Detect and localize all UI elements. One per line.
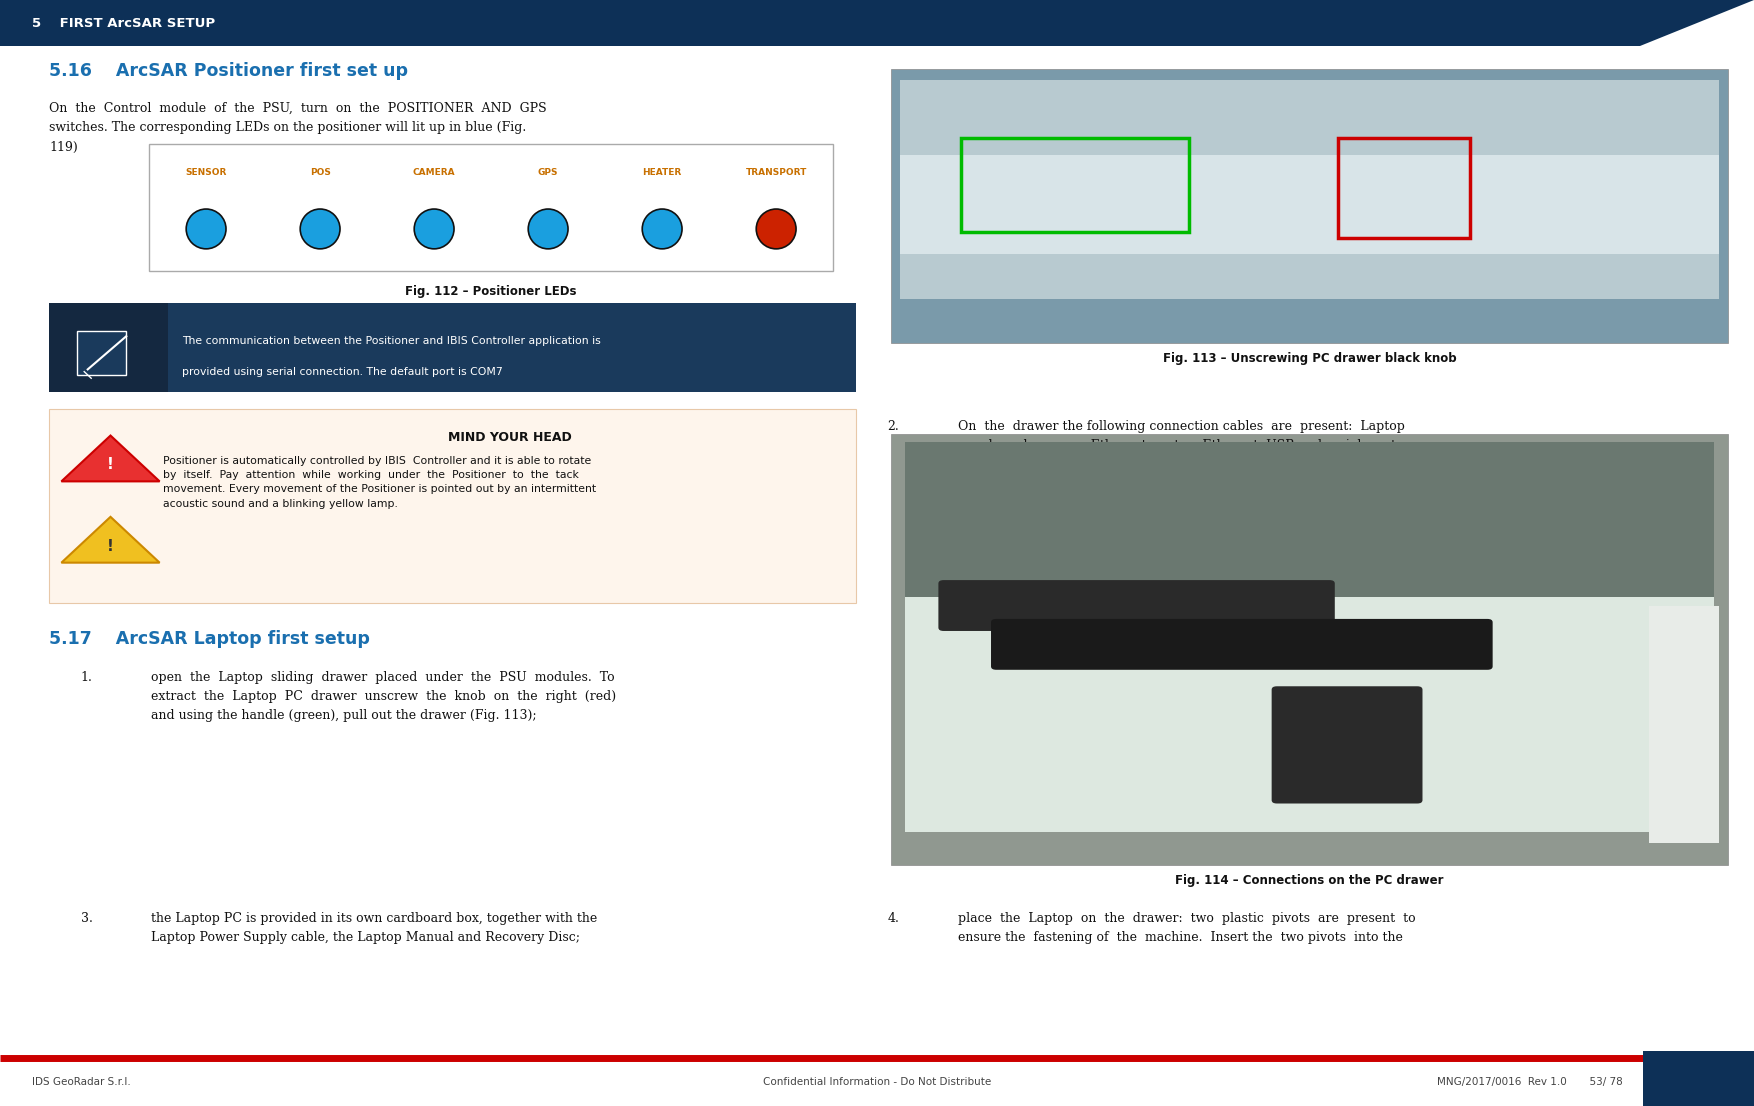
FancyBboxPatch shape [991,619,1493,670]
FancyBboxPatch shape [149,144,833,271]
FancyBboxPatch shape [1643,1051,1754,1106]
FancyBboxPatch shape [1649,606,1719,843]
FancyBboxPatch shape [905,551,1714,832]
Text: MNG/2017/0016  Rev 1.0       53/ 78: MNG/2017/0016 Rev 1.0 53/ 78 [1437,1076,1622,1087]
Text: Positioner is automatically controlled by IBIS  Controller and it is able to rot: Positioner is automatically controlled b… [163,456,596,509]
Polygon shape [61,517,160,563]
Text: On  the  Control  module  of  the  PSU,  turn  on  the  POSITIONER  AND  GPS
swi: On the Control module of the PSU, turn o… [49,102,547,154]
Polygon shape [61,436,160,481]
Text: Confidential Information - Do Not Distribute: Confidential Information - Do Not Distri… [763,1076,991,1087]
FancyBboxPatch shape [0,0,1754,46]
Ellipse shape [642,209,682,249]
Text: Fig. 113 – Unscrewing PC drawer black knob: Fig. 113 – Unscrewing PC drawer black kn… [1163,352,1456,365]
Text: open  the  Laptop  sliding  drawer  placed  under  the  PSU  modules.  To
extrac: open the Laptop sliding drawer placed un… [151,671,616,722]
Text: IDS GeoRadar S.r.l.: IDS GeoRadar S.r.l. [32,1076,130,1087]
Text: CAMERA: CAMERA [412,168,456,177]
Text: !: ! [107,458,114,472]
FancyBboxPatch shape [900,80,1719,299]
Text: place  the  Laptop  on  the  drawer:  two  plastic  pivots  are  present  to
ens: place the Laptop on the drawer: two plas… [958,912,1415,945]
Text: the Laptop PC is provided in its own cardboard box, together with the
Laptop Pow: the Laptop PC is provided in its own car… [151,912,596,945]
Text: 3.: 3. [81,912,93,926]
Ellipse shape [756,209,796,249]
Text: HEATER: HEATER [642,168,682,177]
Ellipse shape [414,209,454,249]
Text: 5.16    ArcSAR Positioner first set up: 5.16 ArcSAR Positioner first set up [49,62,409,80]
Text: On  the  drawer the following connection cables  are  present:  Laptop
supply, r: On the drawer the following connection c… [958,420,1405,471]
FancyBboxPatch shape [49,303,856,392]
Text: GPS: GPS [538,168,558,177]
Ellipse shape [300,209,340,249]
Text: TRANSPORT: TRANSPORT [745,168,807,177]
Ellipse shape [528,209,568,249]
Polygon shape [1640,0,1754,46]
Text: 5.17    ArcSAR Laptop first setup: 5.17 ArcSAR Laptop first setup [49,630,370,648]
FancyBboxPatch shape [905,442,1714,597]
FancyBboxPatch shape [900,155,1719,254]
Text: 2.: 2. [888,420,900,434]
Text: MIND YOUR HEAD: MIND YOUR HEAD [447,431,572,445]
Text: provided using serial connection. The default port is COM7: provided using serial connection. The de… [182,367,503,377]
Ellipse shape [186,209,226,249]
Text: POS: POS [310,168,330,177]
Text: !: ! [107,539,114,554]
FancyBboxPatch shape [49,409,856,603]
Text: The communication between the Positioner and IBIS Controller application is: The communication between the Positioner… [182,336,602,346]
Text: 1.: 1. [81,671,93,685]
FancyBboxPatch shape [891,434,1728,865]
Text: Fig. 112 – Positioner LEDs: Fig. 112 – Positioner LEDs [405,285,577,299]
FancyBboxPatch shape [938,580,1335,630]
FancyBboxPatch shape [1272,686,1422,803]
Text: 5    FIRST ArcSAR SETUP: 5 FIRST ArcSAR SETUP [32,17,214,30]
Text: SENSOR: SENSOR [186,168,226,177]
FancyBboxPatch shape [77,331,126,375]
Text: Fig. 114 – Connections on the PC drawer: Fig. 114 – Connections on the PC drawer [1175,874,1444,887]
FancyBboxPatch shape [49,303,168,392]
Text: 4.: 4. [888,912,900,926]
FancyBboxPatch shape [891,69,1728,343]
